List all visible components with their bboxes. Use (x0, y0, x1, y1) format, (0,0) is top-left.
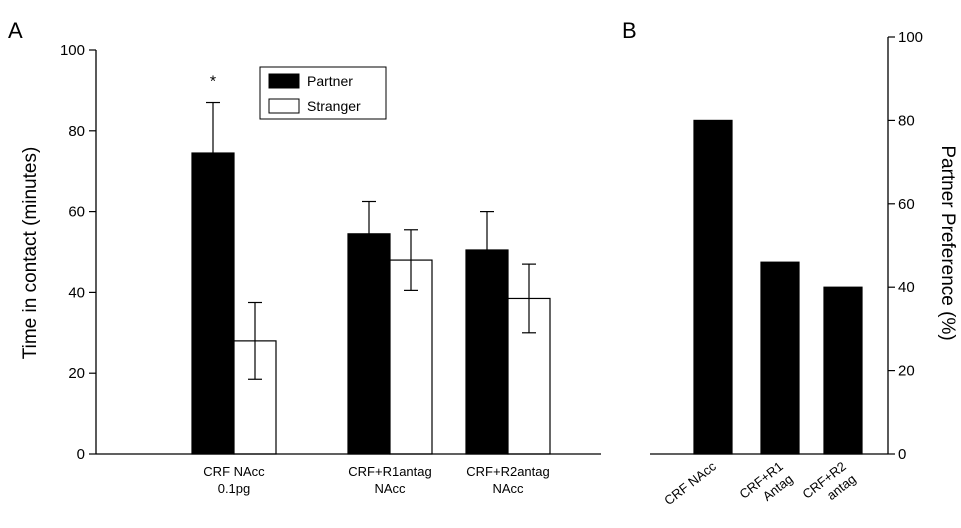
panel-b-category-label: CRF NAcc (661, 458, 719, 508)
panel-b-y-tick-label: 20 (898, 363, 915, 380)
error-bar-stranger-1 (248, 301, 262, 380)
panel-b: B Partner Preference (%) 0 20 40 60 80 100 CR… (622, 18, 958, 515)
panel-a-annotations: * (210, 74, 216, 91)
legend-stranger-swatch (268, 98, 300, 114)
panel-a-y-tick-label: 60 (68, 204, 85, 221)
panel-a-y-tick-label: 20 (68, 365, 85, 382)
panel-a-category-label: CRF NAcc 0.1pg (203, 464, 265, 496)
panel-a-y-tick-label: 100 (60, 42, 85, 59)
bar-partner-2 (347, 233, 391, 455)
panel-b-letter: B (622, 18, 637, 43)
panel-b-category-labels: CRF NAcc CRF+R1Antag CRF+R2antag (661, 458, 858, 515)
panel-a-letter: A (8, 18, 23, 43)
panel-b-bar-3 (823, 286, 863, 455)
panel-a-y-tick-label: 40 (68, 284, 85, 301)
panel-a-bars (191, 152, 551, 455)
panel-a-y-tick-label: 80 (68, 123, 85, 140)
panel-a-ylabel: Time in contact (minutes) (20, 147, 41, 360)
error-bar-partner-3 (480, 211, 494, 289)
panel-b-y-tick-label: 40 (898, 279, 915, 296)
panel-b-bar-1 (693, 119, 733, 455)
panel-a-category-label: CRF+R1antag NAcc (348, 464, 431, 496)
significance-asterisk: * (210, 74, 216, 91)
panel-b-bars (693, 119, 863, 455)
error-bar-stranger-3 (522, 263, 536, 334)
panel-a-category-label: CRF+R2antag NAcc (466, 464, 549, 496)
panel-b-category-label: CRF+R2antag (799, 459, 858, 515)
panel-b-y-ticks: 0 20 40 60 80 100 (888, 29, 923, 463)
legend: Partner Stranger (259, 66, 387, 120)
panel-a: A Time in contact (minutes) 0 20 40 60 80 100… (8, 18, 601, 496)
bar-stranger-2 (389, 259, 433, 455)
legend-stranger-label: Stranger (307, 98, 361, 114)
panel-a-category-labels: CRF NAcc 0.1pg CRF+R1antag NAcc CRF+R2antag N… (203, 464, 549, 496)
error-bar-partner-2 (362, 200, 376, 267)
panel-b-y-tick-label: 80 (898, 112, 915, 129)
panel-a-y-tick-label: 0 (77, 446, 85, 463)
panel-a-y-ticks: 0 20 40 60 80 100 (60, 42, 96, 463)
panel-b-y-tick-label: 0 (898, 446, 906, 463)
panel-b-y-tick-label: 60 (898, 196, 915, 213)
error-bar-stranger-2 (404, 229, 418, 291)
panel-b-bar-2 (760, 261, 800, 455)
legend-partner-swatch (268, 73, 300, 89)
error-bar-partner-1 (206, 101, 220, 205)
panel-b-ylabel: Partner Preference (%) (937, 145, 958, 340)
panel-a-error-bars (206, 101, 536, 380)
panel-b-y-tick-label: 100 (898, 29, 923, 46)
panel-b-category-label: CRF+R1Antag (736, 459, 795, 515)
legend-partner-label: Partner (307, 73, 353, 89)
